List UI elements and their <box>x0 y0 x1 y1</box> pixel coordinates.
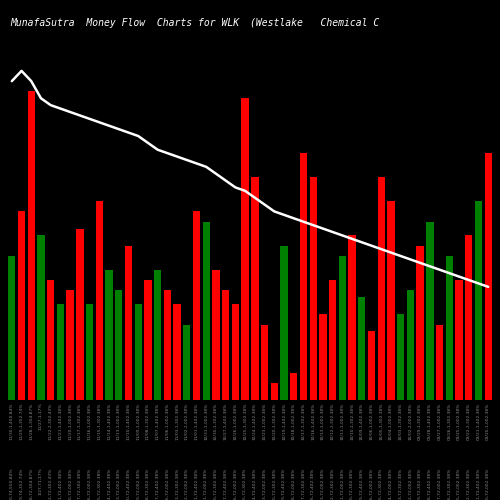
Bar <box>446 256 453 400</box>
Bar <box>465 236 472 400</box>
Bar <box>193 212 200 400</box>
Bar <box>242 98 249 400</box>
Bar <box>348 236 356 400</box>
Bar <box>407 290 414 400</box>
Bar <box>270 383 278 400</box>
Bar <box>57 304 64 400</box>
Bar <box>47 280 54 400</box>
Bar <box>426 222 434 400</box>
Bar <box>388 201 394 400</box>
Bar <box>484 153 492 400</box>
Bar <box>144 280 152 400</box>
Bar <box>86 304 93 400</box>
Bar <box>416 246 424 400</box>
Bar <box>222 290 230 400</box>
Bar <box>164 290 171 400</box>
Bar <box>134 304 142 400</box>
Bar <box>125 246 132 400</box>
Text: MunafaSutra  Money Flow  Charts for WLK: MunafaSutra Money Flow Charts for WLK <box>10 18 239 28</box>
Bar <box>28 92 35 400</box>
Bar <box>18 212 25 400</box>
Bar <box>456 280 462 400</box>
Bar <box>106 270 112 400</box>
Bar <box>358 297 366 400</box>
Bar <box>8 256 16 400</box>
Bar <box>475 201 482 400</box>
Bar <box>202 222 210 400</box>
Bar <box>76 228 84 400</box>
Bar <box>183 324 190 400</box>
Text: (Westlake   Chemical C: (Westlake Chemical C <box>250 18 380 28</box>
Bar <box>300 153 307 400</box>
Bar <box>66 290 74 400</box>
Bar <box>115 290 122 400</box>
Bar <box>212 270 220 400</box>
Bar <box>232 304 239 400</box>
Bar <box>154 270 162 400</box>
Bar <box>329 280 336 400</box>
Bar <box>251 177 258 400</box>
Bar <box>310 177 317 400</box>
Bar <box>280 246 287 400</box>
Bar <box>368 332 375 400</box>
Bar <box>397 314 404 400</box>
Bar <box>436 324 443 400</box>
Bar <box>320 314 326 400</box>
Bar <box>38 236 44 400</box>
Bar <box>174 304 180 400</box>
Bar <box>290 372 298 400</box>
Bar <box>261 324 268 400</box>
Bar <box>338 256 346 400</box>
Bar <box>96 201 103 400</box>
Bar <box>378 177 385 400</box>
